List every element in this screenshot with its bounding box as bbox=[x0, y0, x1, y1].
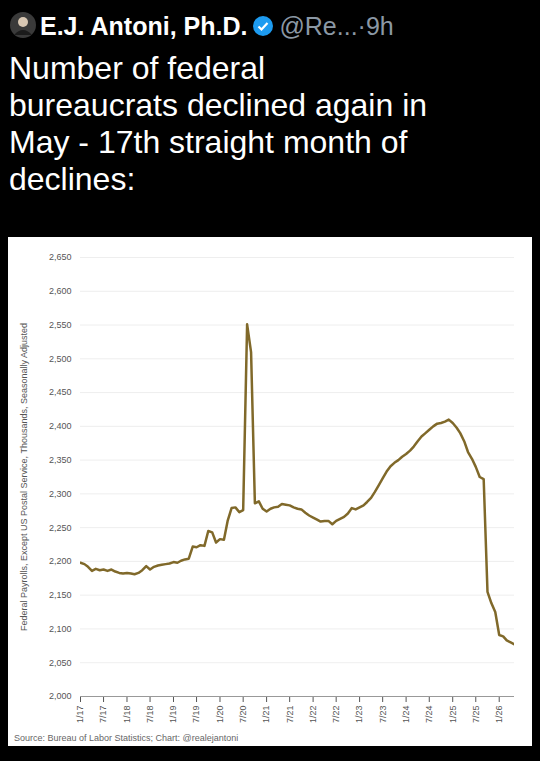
svg-text:7/18: 7/18 bbox=[145, 706, 155, 724]
svg-text:2,200: 2,200 bbox=[49, 556, 72, 566]
svg-text:1/17: 1/17 bbox=[75, 706, 85, 724]
svg-text:2,050: 2,050 bbox=[49, 658, 72, 668]
svg-text:2,000: 2,000 bbox=[49, 691, 72, 701]
svg-text:7/17: 7/17 bbox=[98, 706, 108, 724]
svg-text:Federal Payrolls, Except US Po: Federal Payrolls, Except US Postal Servi… bbox=[19, 323, 29, 631]
svg-text:2,550: 2,550 bbox=[49, 320, 72, 330]
svg-text:2,400: 2,400 bbox=[49, 421, 72, 431]
svg-text:7/25: 7/25 bbox=[471, 706, 481, 724]
svg-text:2,600: 2,600 bbox=[49, 286, 72, 296]
svg-text:7/20: 7/20 bbox=[238, 706, 248, 724]
html-text:@Re...·9h: @Re...·9h bbox=[279, 11, 394, 40]
svg-text:2,250: 2,250 bbox=[49, 523, 72, 533]
html-text:Source: Bureau of Labor Statis: Source: Bureau of Labor Statistics; Char… bbox=[14, 733, 239, 743]
svg-text:2,300: 2,300 bbox=[49, 489, 72, 499]
svg-text:7/22: 7/22 bbox=[331, 706, 341, 724]
svg-text:1/26: 1/26 bbox=[494, 706, 504, 724]
html-text:E.J. Antoni, Ph.D.: E.J. Antoni, Ph.D. bbox=[40, 11, 248, 40]
html-text:Number of federal bureaucrats: Number of federal bureaucrats declined a… bbox=[9, 50, 428, 197]
svg-text:1/22: 1/22 bbox=[308, 706, 318, 724]
svg-text:7/24: 7/24 bbox=[424, 706, 434, 724]
svg-text:7/21: 7/21 bbox=[285, 706, 295, 724]
svg-text:2,350: 2,350 bbox=[49, 455, 72, 465]
svg-text:7/23: 7/23 bbox=[378, 706, 388, 724]
svg-text:1/19: 1/19 bbox=[168, 706, 178, 724]
svg-text:2,650: 2,650 bbox=[49, 252, 72, 262]
svg-text:2,100: 2,100 bbox=[49, 624, 72, 634]
svg-text:1/25: 1/25 bbox=[448, 706, 458, 724]
svg-text:1/24: 1/24 bbox=[401, 706, 411, 724]
svg-text:1/23: 1/23 bbox=[354, 706, 364, 724]
svg-text:2,450: 2,450 bbox=[49, 387, 72, 397]
svg-text:1/21: 1/21 bbox=[261, 706, 271, 724]
svg-text:2,150: 2,150 bbox=[49, 590, 72, 600]
svg-text:7/19: 7/19 bbox=[191, 706, 201, 724]
svg-text:2,500: 2,500 bbox=[49, 354, 72, 364]
svg-text:1/18: 1/18 bbox=[122, 706, 132, 724]
svg-text:1/20: 1/20 bbox=[215, 706, 225, 724]
